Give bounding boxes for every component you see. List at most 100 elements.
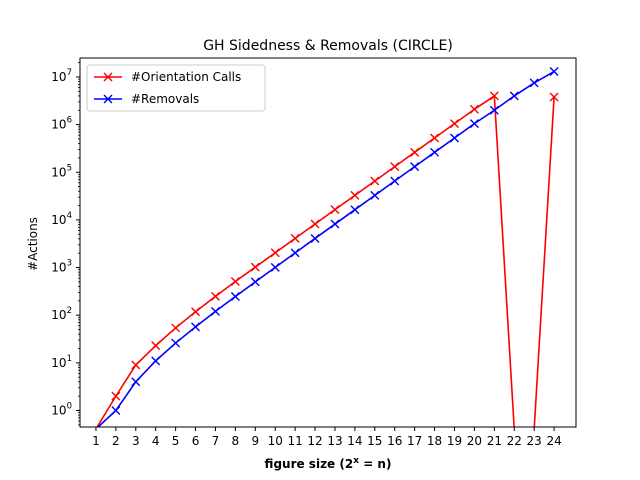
y-tick-base: 10 — [51, 308, 66, 322]
series-1-point — [529, 78, 539, 88]
x-tick-label: 11 — [287, 434, 302, 448]
series-1-point — [250, 277, 260, 287]
y-tick-label: 107 — [51, 68, 72, 84]
series-0-point — [270, 248, 280, 258]
series-0-point — [250, 262, 260, 272]
x-tick-label: 10 — [268, 434, 283, 448]
series-0-point — [430, 133, 440, 143]
x-axis-label-tail: = n) — [359, 457, 391, 471]
y-tick-exp: 1 — [67, 354, 72, 364]
x-tick-label: 5 — [172, 434, 180, 448]
series-1-point — [230, 291, 240, 301]
series-1-point — [171, 338, 181, 348]
series-1-point — [449, 133, 459, 143]
series-0-point — [230, 277, 240, 287]
legend-label: #Removals — [131, 92, 199, 106]
x-tick-label: 2 — [112, 434, 120, 448]
x-tick-label: 3 — [132, 434, 140, 448]
x-tick-label: 18 — [427, 434, 442, 448]
x-tick-label: 4 — [152, 434, 160, 448]
x-tick-label: 17 — [407, 434, 422, 448]
series-0-point — [111, 391, 121, 401]
y-tick-exp: 6 — [67, 116, 72, 126]
series-1-point — [330, 219, 340, 229]
series-0-point — [310, 219, 320, 229]
series-line-0 — [96, 94, 555, 427]
series-0-point — [210, 291, 220, 301]
y-tick-label: 105 — [51, 163, 72, 179]
series-1-point — [430, 147, 440, 157]
x-tick-label: 19 — [447, 434, 462, 448]
y-tick-exp: 0 — [67, 401, 72, 411]
y-tick-label: 100 — [51, 401, 72, 417]
series-1-point — [310, 233, 320, 243]
x-axis: 1 2 3 4 5 6 7 8 9 10 11 12 13 14 15 16 17 18 19 20 21 22 23 24 — [92, 427, 562, 448]
y-axis-label: #Actions — [26, 217, 40, 271]
series-0-point — [191, 307, 201, 317]
x-axis-label-sup: x — [353, 456, 359, 466]
series-0-point — [171, 323, 181, 333]
series-0-point — [290, 233, 300, 243]
x-axis-label-main: figure size (2 — [265, 457, 354, 471]
series-line-1 — [96, 70, 555, 427]
series-1-point — [469, 119, 479, 129]
legend-box — [86, 64, 266, 112]
y-tick-label: 102 — [51, 306, 72, 322]
series-1-point — [210, 306, 220, 316]
series-0-point — [489, 91, 499, 101]
y-tick-exp: 3 — [67, 259, 72, 269]
series-1-point — [191, 322, 201, 332]
x-axis-label: figure size (2x = n) — [265, 456, 392, 471]
x-tick-label: 1 — [92, 434, 100, 448]
y-tick-label: 101 — [51, 354, 72, 370]
series-0-point — [469, 104, 479, 114]
legend-label: #Orientation Calls — [131, 70, 241, 84]
series-1-point — [390, 176, 400, 186]
y-tick-base: 10 — [51, 261, 66, 275]
x-tick-label: 8 — [232, 434, 240, 448]
legend-item: #Orientation Calls — [94, 70, 241, 84]
series-1-point — [410, 162, 420, 172]
series-0-point — [449, 119, 459, 129]
series-1-point — [131, 377, 141, 387]
series-1-point — [111, 405, 121, 415]
series-0-point — [390, 162, 400, 172]
series-1-point — [509, 91, 519, 101]
chart-title: GH Sidedness & Removals (CIRCLE) — [203, 38, 453, 54]
series-0-point — [410, 147, 420, 157]
series-0-point — [350, 190, 360, 200]
x-tick-label: 21 — [487, 434, 502, 448]
plot-area — [96, 67, 559, 427]
series-1-point — [270, 262, 280, 272]
series-1-point — [370, 190, 380, 200]
legend: #Orientation Calls #Removals — [86, 64, 266, 112]
x-tick-label: 9 — [251, 434, 259, 448]
y-tick-label: 106 — [51, 116, 72, 132]
y-tick-exp: 5 — [67, 163, 72, 173]
y-tick-exp: 2 — [67, 306, 72, 316]
y-tick-label: 103 — [51, 259, 72, 275]
series-0-point — [131, 360, 141, 370]
series-1-point — [489, 105, 499, 115]
series-0-point — [370, 176, 380, 186]
x-tick-label: 24 — [546, 434, 561, 448]
series-0-point — [330, 205, 340, 215]
x-tick-label: 7 — [212, 434, 220, 448]
series-1-point — [549, 67, 559, 77]
x-tick-label: 15 — [367, 434, 382, 448]
x-tick-label: 6 — [192, 434, 200, 448]
y-tick-exp: 4 — [67, 211, 72, 221]
y-tick-base: 10 — [51, 165, 66, 179]
y-tick-base: 10 — [51, 403, 66, 417]
y-tick-exp: 7 — [67, 68, 72, 78]
series-1-point — [290, 248, 300, 258]
legend-item: #Removals — [94, 92, 199, 106]
y-tick-base: 10 — [51, 70, 66, 84]
y-tick-base: 10 — [51, 118, 66, 132]
y-tick-base: 10 — [51, 213, 66, 227]
y-tick-base: 10 — [51, 356, 66, 370]
series-0-point — [549, 92, 559, 102]
y-tick-label: 104 — [51, 211, 72, 227]
